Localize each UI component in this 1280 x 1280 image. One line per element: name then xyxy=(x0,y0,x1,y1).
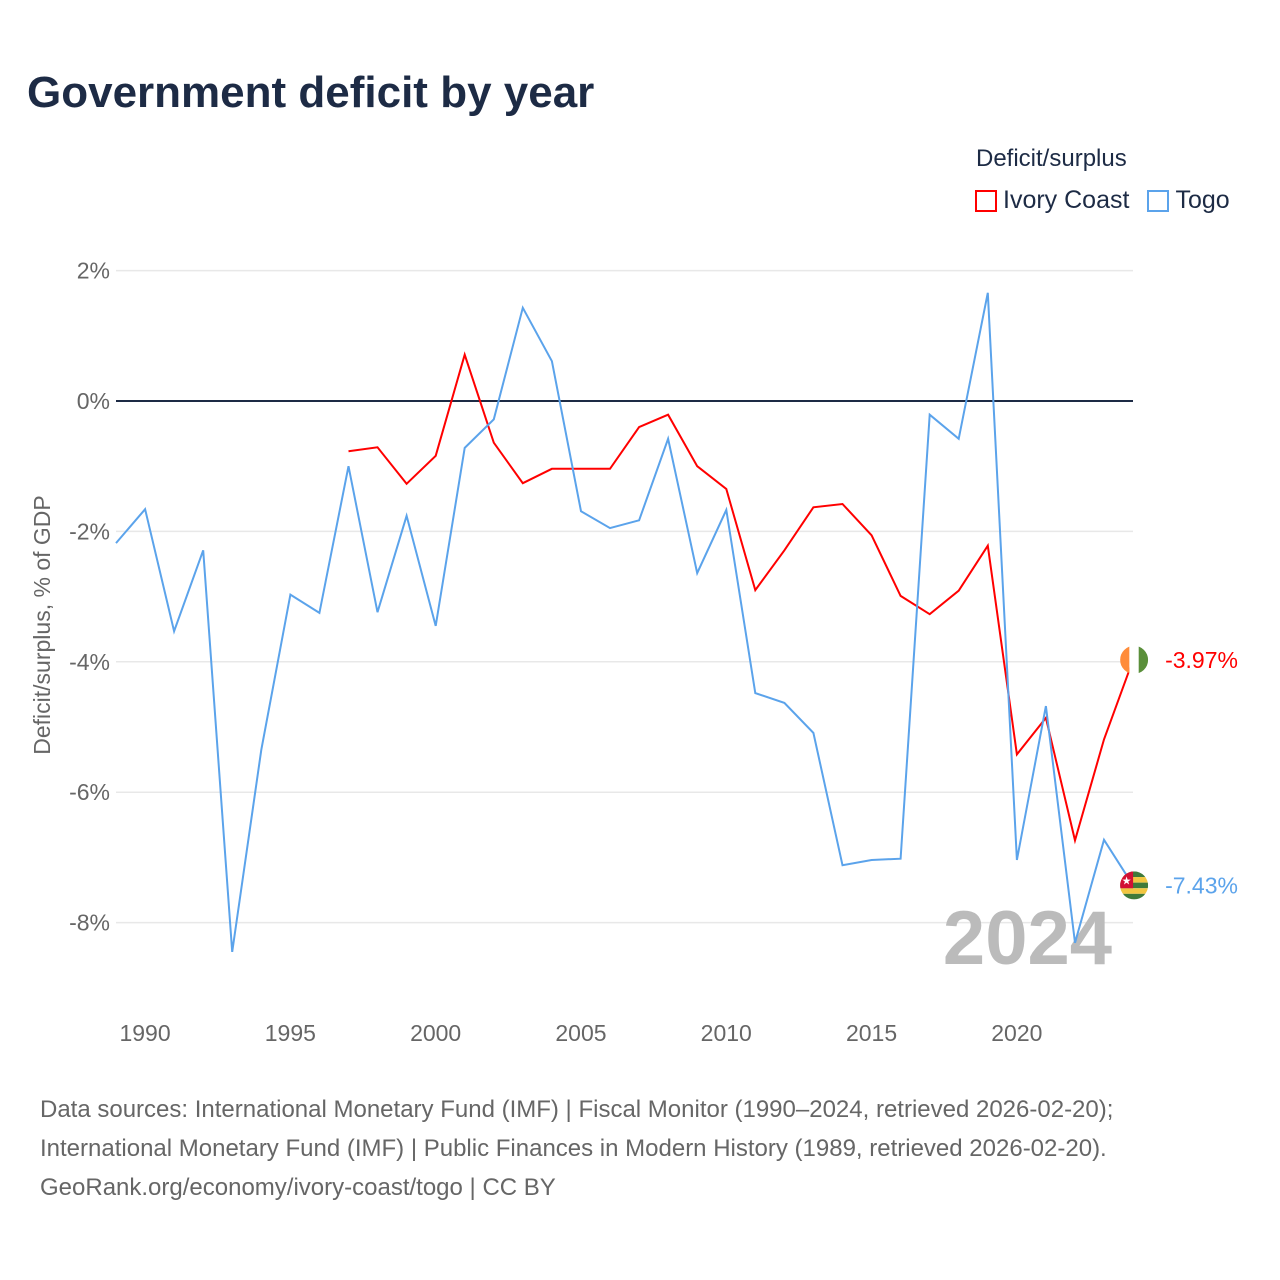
y-tick-label: -2% xyxy=(69,518,110,544)
chart-title: Government deficit by year xyxy=(27,68,595,117)
legend-item-ivory-coast[interactable]: Ivory Coast xyxy=(975,186,1129,215)
source-line: International Monetary Fund (IMF) | Publ… xyxy=(40,1135,1107,1162)
y-tick-label: -4% xyxy=(69,649,110,675)
source-note: Data sources: International Monetary Fun… xyxy=(40,1090,1113,1207)
legend-swatch-ivory-coast xyxy=(975,189,997,212)
end-label-togo: -7.43% xyxy=(1165,872,1238,898)
series-line-ivory-coast[interactable] xyxy=(348,351,1135,845)
source-line: Data sources: International Monetary Fun… xyxy=(40,1096,1114,1123)
flag-icon-ivory-coast xyxy=(1120,645,1149,674)
x-tick-label: 2015 xyxy=(846,1020,897,1046)
year-watermark: 2024 xyxy=(943,896,1112,981)
y-axis-label: Deficit/surplus, % of GDP xyxy=(29,495,55,754)
svg-text:★: ★ xyxy=(1122,875,1132,887)
flag-icon-togo: ★ xyxy=(1120,871,1149,900)
x-tick-label: 1990 xyxy=(119,1020,170,1046)
end-label-ivory-coast: -3.97% xyxy=(1165,647,1238,673)
y-tick-label: -6% xyxy=(69,779,110,805)
legend: Ivory Coast Togo xyxy=(975,186,1230,215)
legend-label: Togo xyxy=(1175,186,1230,214)
x-tick-label: 2000 xyxy=(410,1020,461,1046)
legend-title: Deficit/surplus xyxy=(976,145,1127,172)
source-link[interactable]: GeoRank.org/economy/ivory-coast/togo | C… xyxy=(40,1174,556,1201)
x-tick-label: 2005 xyxy=(555,1020,606,1046)
y-tick-label: 2% xyxy=(77,258,110,284)
x-tick-label: 2010 xyxy=(701,1020,752,1046)
series-line-togo[interactable] xyxy=(115,292,1134,953)
y-tick-label: -8% xyxy=(69,910,110,936)
legend-item-togo[interactable]: Togo xyxy=(1147,186,1230,215)
legend-label: Ivory Coast xyxy=(1003,186,1130,214)
x-tick-label: 1995 xyxy=(265,1020,316,1046)
x-tick-label: 2020 xyxy=(991,1020,1042,1046)
y-tick-label: 0% xyxy=(77,388,110,414)
legend-swatch-togo xyxy=(1147,189,1170,212)
